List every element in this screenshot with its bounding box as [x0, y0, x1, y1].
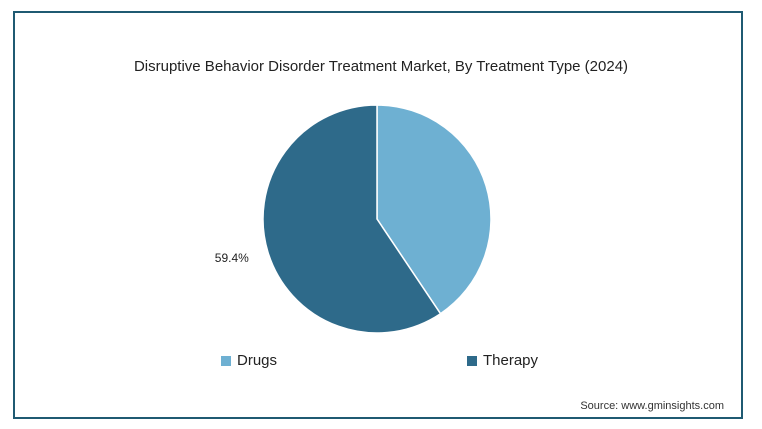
legend-label-drugs: Drugs [237, 352, 278, 369]
legend-item-therapy: Therapy [467, 352, 538, 369]
legend-swatch-therapy [467, 355, 477, 366]
legend-label-therapy: Therapy [483, 352, 539, 369]
source-note: Source: www.gminsights.com [580, 400, 724, 412]
chart-title: Disruptive Behavior Disorder Treatment M… [133, 58, 629, 75]
legend-item-drugs: Drugs [221, 352, 277, 369]
pie-data-labels: 59.4% [215, 251, 249, 265]
pie-slice-drugs [376, 104, 492, 315]
legend-swatch-drugs [221, 355, 231, 366]
legend: Drugs Therapy [0, 352, 762, 372]
data-label-therapy: 59.4% [215, 251, 249, 265]
pie-slice-therapy [262, 104, 442, 334]
pie-slices [262, 104, 492, 334]
